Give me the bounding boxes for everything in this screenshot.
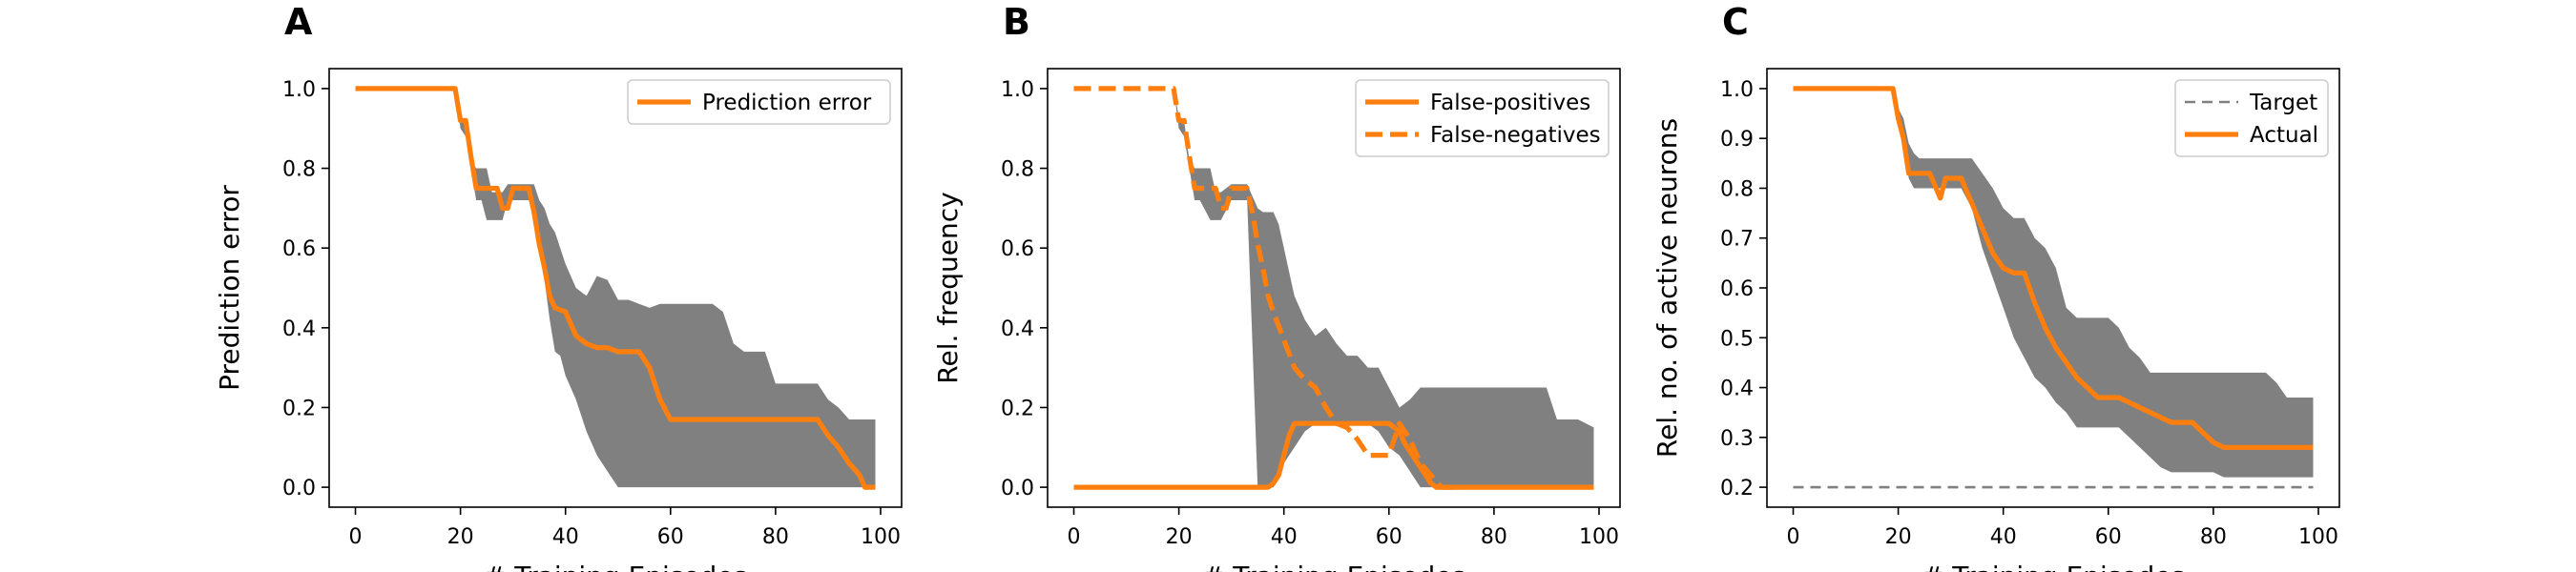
x-tick-label: 40 [552, 525, 579, 549]
chart-panel-a: A 0 20 40 60 80 100 0.0 0.2 0.4 0.6 0.8 1.0 # Trainin… [214, 1, 903, 572]
chart-panel-b: B 0 20 40 60 80 100 0.0 0.2 0.4 0.6 0.8 1.0 # Trainin… [932, 1, 1621, 572]
x-tick-label: 100 [861, 525, 901, 549]
y-tick-label: 0.4 [1720, 378, 1754, 401]
y-tick-label: 0.6 [1001, 237, 1034, 261]
x-tick-label: 60 [1376, 525, 1402, 549]
x-tick-label: 0 [1787, 525, 1800, 549]
legend-label: Actual [2250, 123, 2318, 148]
x-tick-label: 100 [1579, 525, 1619, 549]
y-tick-label: 0.2 [282, 397, 316, 420]
series-line-false-negatives [1073, 86, 1452, 490]
chart-panel-c: C 0 20 40 60 80 100 0.2 0.3 0.4 0.5 0.6 0.7 0.8 0.9 1.0… [1652, 1, 2340, 572]
y-tick-label: 0.5 [1720, 327, 1754, 351]
x-tick-label: 80 [2200, 525, 2227, 549]
uncertainty-band [355, 88, 876, 488]
x-tick-label: 0 [349, 525, 363, 549]
series-line-false-positives [1073, 420, 1594, 490]
x-tick-label: 20 [447, 525, 474, 549]
plot-frame [1047, 68, 1621, 508]
x-axis-label: # Training Episodes [1202, 561, 1465, 572]
x-tick-label: 60 [2095, 525, 2122, 549]
y-tick-label: 0.8 [1001, 158, 1034, 182]
y-tick-label: 0.2 [1720, 477, 1754, 500]
legend-label: Prediction error [702, 91, 872, 115]
x-tick-label: 100 [2298, 525, 2338, 549]
legend-label: Target [2249, 91, 2317, 115]
y-tick-label: 1.0 [1720, 78, 1754, 102]
y-tick-label: 1.0 [282, 78, 316, 102]
y-tick-label: 0.6 [1720, 277, 1754, 301]
y-tick-label: 0.8 [1720, 177, 1754, 201]
y-tick-label: 0.8 [282, 158, 316, 182]
legend: Prediction error [627, 79, 891, 125]
legend-box [627, 79, 891, 125]
y-tick-label: 0.6 [282, 237, 316, 261]
legend-label: False-negatives [1430, 123, 1601, 148]
uncertainty-band [1793, 88, 2314, 478]
x-tick-label: 0 [1068, 525, 1081, 549]
legend-box [2174, 79, 2329, 157]
legend-box [1355, 79, 1610, 157]
x-tick-label: 80 [1481, 525, 1507, 549]
panel-letter: C [1722, 1, 1749, 43]
y-tick-label: 0.0 [282, 477, 316, 500]
y-tick-label: 0.9 [1720, 128, 1754, 152]
y-axis-label: Rel. no. of active neurons [1652, 118, 1683, 458]
plot-frame [328, 68, 903, 508]
panel-letter: A [284, 1, 313, 43]
y-tick-label: 0.7 [1720, 228, 1754, 252]
uncertainty-band [1174, 88, 1594, 488]
y-tick-label: 0.3 [1720, 427, 1754, 451]
legend: Target Actual [2174, 79, 2329, 157]
legend: False-positives False-negatives [1355, 79, 1610, 157]
y-tick-label: 1.0 [1001, 78, 1034, 102]
legend-label: False-positives [1430, 91, 1590, 115]
x-tick-label: 20 [1166, 525, 1193, 549]
y-tick-label: 0.4 [282, 317, 316, 341]
x-axis-label: # Training Episodes [484, 561, 747, 572]
x-tick-label: 40 [1271, 525, 1298, 549]
x-tick-label: 80 [762, 525, 789, 549]
series-line-prediction-error [355, 86, 876, 490]
series-line-actual [1793, 86, 2314, 450]
y-tick-label: 0.2 [1001, 397, 1034, 420]
x-tick-label: 20 [1885, 525, 1912, 549]
x-tick-label: 60 [657, 525, 684, 549]
y-tick-label: 0.4 [1001, 317, 1034, 341]
y-axis-label: Rel. frequency [932, 192, 964, 383]
x-axis-label: # Training Episodes [1922, 561, 2185, 572]
y-axis-label: Prediction error [214, 185, 245, 391]
y-tick-label: 0.0 [1001, 477, 1034, 500]
panel-letter: B [1003, 1, 1030, 43]
x-tick-label: 40 [1990, 525, 2017, 549]
